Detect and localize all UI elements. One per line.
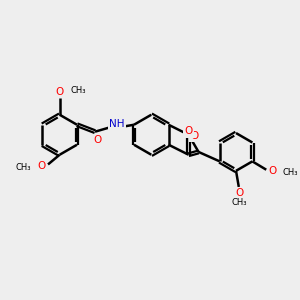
Text: CH₃: CH₃ — [283, 168, 298, 177]
Text: O: O — [94, 135, 102, 145]
Text: O: O — [38, 161, 46, 171]
Text: CH₃: CH₃ — [232, 198, 247, 207]
Text: CH₃: CH₃ — [15, 163, 31, 172]
Text: O: O — [235, 188, 244, 198]
Text: O: O — [184, 126, 193, 136]
Text: O: O — [56, 87, 64, 97]
Text: O: O — [190, 131, 198, 141]
Text: NH: NH — [110, 119, 125, 129]
Text: O: O — [268, 166, 277, 176]
Text: CH₃: CH₃ — [70, 86, 86, 95]
